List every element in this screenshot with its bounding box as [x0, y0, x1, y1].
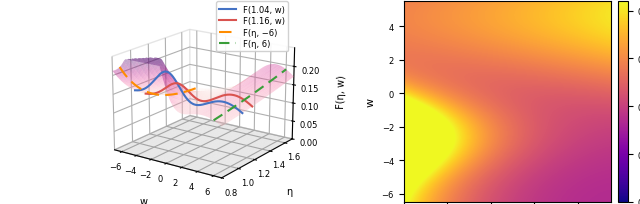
X-axis label: w: w — [140, 196, 148, 204]
Legend: F(1.04, w), F(1.16, w), F(η, −6), F(η, 6): F(1.04, w), F(1.16, w), F(η, −6), F(η, 6… — [216, 2, 288, 52]
Y-axis label: η: η — [287, 186, 292, 196]
Y-axis label: w: w — [366, 98, 376, 106]
